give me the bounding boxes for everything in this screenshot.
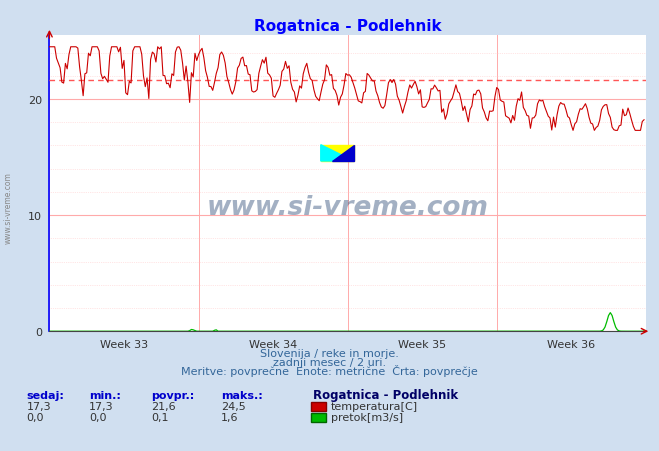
Text: 17,3: 17,3 [26, 401, 51, 411]
Text: www.si-vreme.com: www.si-vreme.com [207, 194, 488, 221]
Bar [321, 145, 354, 161]
Text: 17,3: 17,3 [89, 401, 113, 411]
Text: pretok[m3/s]: pretok[m3/s] [331, 412, 403, 422]
Text: 0,1: 0,1 [152, 412, 169, 422]
Text: 21,6: 21,6 [152, 401, 176, 411]
Text: zadnji mesec / 2 uri.: zadnji mesec / 2 uri. [273, 357, 386, 367]
Text: 0,0: 0,0 [26, 412, 44, 422]
Text: 0,0: 0,0 [89, 412, 107, 422]
Text: sedaj:: sedaj: [26, 390, 64, 400]
Text: maks.:: maks.: [221, 390, 262, 400]
Text: www.si-vreme.com: www.si-vreme.com [3, 171, 13, 244]
Text: temperatura[C]: temperatura[C] [331, 401, 418, 411]
Text: Slovenija / reke in morje.: Slovenija / reke in morje. [260, 348, 399, 358]
Polygon shape [321, 145, 354, 161]
Text: Meritve: povprečne  Enote: metrične  Črta: povprečje: Meritve: povprečne Enote: metrične Črta:… [181, 364, 478, 376]
Polygon shape [332, 145, 354, 161]
Text: povpr.:: povpr.: [152, 390, 195, 400]
Text: min.:: min.: [89, 390, 121, 400]
Text: Rogatnica - Podlehnik: Rogatnica - Podlehnik [313, 388, 458, 401]
Text: 24,5: 24,5 [221, 401, 246, 411]
Title: Rogatnica - Podlehnik: Rogatnica - Podlehnik [254, 18, 442, 33]
Text: 1,6: 1,6 [221, 412, 239, 422]
